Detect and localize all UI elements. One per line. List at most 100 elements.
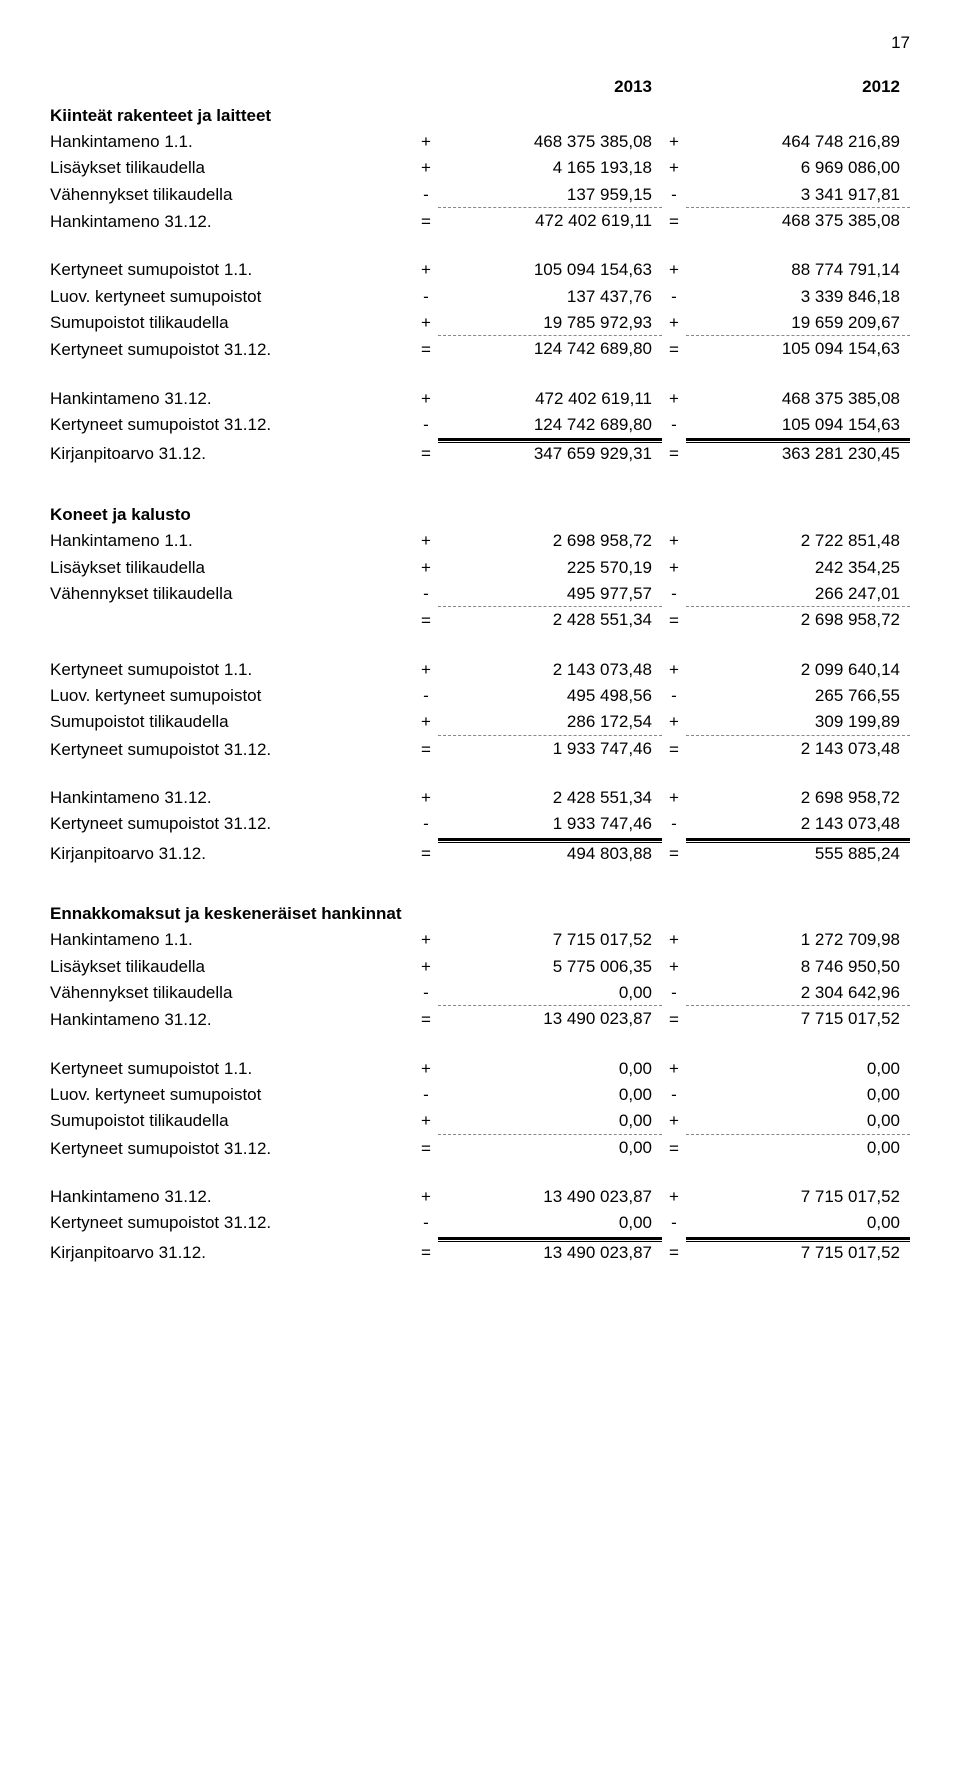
row-label: Luov. kertyneet sumupoistot <box>50 1082 414 1108</box>
row-value: 265 766,55 <box>686 683 910 709</box>
row-value: 124 742 689,80 <box>438 335 662 362</box>
row-value: 2 698 958,72 <box>686 785 910 811</box>
row-sign: + <box>414 785 438 811</box>
row-value: 124 742 689,80 <box>438 412 662 438</box>
row-sign: = <box>414 737 438 763</box>
row-sign: + <box>662 257 686 283</box>
row-sign: + <box>414 1184 438 1210</box>
row-value: 13 490 023,87 <box>438 1005 662 1032</box>
row-sign: - <box>414 581 438 607</box>
row-sign: - <box>662 683 686 709</box>
row-label: Kirjanpitoarvo 31.12. <box>50 1240 414 1266</box>
row-sign: + <box>414 709 438 735</box>
section-heading: Koneet ja kalusto <box>50 502 910 528</box>
row-sign: + <box>414 386 438 412</box>
table-row: Lisäykset tilikaudella+5 775 006,35+8 74… <box>50 954 910 980</box>
row-sign: = <box>414 841 438 867</box>
row-value: 3 341 917,81 <box>686 182 910 208</box>
year-2012: 2012 <box>686 74 910 100</box>
row-value: 5 775 006,35 <box>438 954 662 980</box>
table-row: Kirjanpitoarvo 31.12.=347 659 929,31=363… <box>50 438 910 467</box>
row-value: 105 094 154,63 <box>686 412 910 438</box>
row-sign: + <box>662 709 686 735</box>
section-heading: Ennakkomaksut ja keskeneräiset hankinnat <box>50 901 910 927</box>
row-value: 472 402 619,11 <box>438 207 662 234</box>
row-value: 7 715 017,52 <box>686 1184 910 1210</box>
row-sign: + <box>662 528 686 554</box>
row-sign: + <box>662 785 686 811</box>
row-value: 472 402 619,11 <box>438 386 662 412</box>
section-heading: Kiinteät rakenteet ja laitteet <box>50 103 910 129</box>
table-row: Luov. kertyneet sumupoistot-137 437,76-3… <box>50 284 910 310</box>
row-label: Lisäykset tilikaudella <box>50 954 414 980</box>
row-label: Hankintameno 1.1. <box>50 129 414 155</box>
table-row: Kertyneet sumupoistot 31.12.-1 933 747,4… <box>50 811 910 837</box>
table-row: =2 428 551,34=2 698 958,72 <box>50 607 910 634</box>
table-row: Sumupoistot tilikaudella+0,00+0,00 <box>50 1108 910 1134</box>
table-row: Lisäykset tilikaudella+4 165 193,18+6 96… <box>50 155 910 181</box>
row-label: Luov. kertyneet sumupoistot <box>50 683 414 709</box>
row-value: 2 143 073,48 <box>686 735 910 762</box>
row-value: 2 698 958,72 <box>686 606 910 633</box>
table-row: Kirjanpitoarvo 31.12.=494 803,88=555 885… <box>50 838 910 867</box>
row-value: 7 715 017,52 <box>686 1237 910 1266</box>
row-label: Vähennykset tilikaudella <box>50 980 414 1006</box>
row-label: Kirjanpitoarvo 31.12. <box>50 841 414 867</box>
row-sign: - <box>414 284 438 310</box>
row-label: Hankintameno 31.12. <box>50 209 414 235</box>
table-row: Sumupoistot tilikaudella+19 785 972,93+1… <box>50 310 910 336</box>
table-row: Hankintameno 31.12.=472 402 619,11=468 3… <box>50 208 910 235</box>
row-sign: = <box>662 737 686 763</box>
row-value: 468 375 385,08 <box>686 386 910 412</box>
table-row: Kertyneet sumupoistot 1.1.+0,00+0,00 <box>50 1056 910 1082</box>
row-sign: + <box>414 1056 438 1082</box>
page-number: 17 <box>50 30 910 56</box>
row-sign: - <box>414 182 438 208</box>
row-value: 2 722 851,48 <box>686 528 910 554</box>
table-row: Hankintameno 31.12.+13 490 023,87+7 715 … <box>50 1184 910 1210</box>
row-label: Sumupoistot tilikaudella <box>50 1108 414 1134</box>
row-sign: + <box>662 555 686 581</box>
row-label: Hankintameno 31.12. <box>50 785 414 811</box>
section: Ennakkomaksut ja keskeneräiset hankinnat… <box>50 901 910 1266</box>
row-sign: - <box>662 182 686 208</box>
row-value: 13 490 023,87 <box>438 1237 662 1266</box>
row-value: 0,00 <box>438 980 662 1006</box>
row-sign: + <box>414 129 438 155</box>
row-label: Hankintameno 31.12. <box>50 1184 414 1210</box>
row-sign: = <box>662 1007 686 1033</box>
table-row: Luov. kertyneet sumupoistot-0,00-0,00 <box>50 1082 910 1108</box>
row-label: Vähennykset tilikaudella <box>50 182 414 208</box>
table-row: Lisäykset tilikaudella+225 570,19+242 35… <box>50 555 910 581</box>
row-value: 4 165 193,18 <box>438 155 662 181</box>
row-value: 1 272 709,98 <box>686 927 910 953</box>
row-sign: - <box>662 581 686 607</box>
row-sign: = <box>414 1007 438 1033</box>
row-sign: - <box>662 811 686 837</box>
table-row: Kertyneet sumupoistot 31.12.-0,00-0,00 <box>50 1210 910 1236</box>
row-value: 105 094 154,63 <box>686 335 910 362</box>
table-row: Sumupoistot tilikaudella+286 172,54+309 … <box>50 709 910 735</box>
row-sign: + <box>414 1108 438 1134</box>
row-sign: + <box>414 657 438 683</box>
section: Koneet ja kalustoHankintameno 1.1.+2 698… <box>50 502 910 867</box>
row-value: 0,00 <box>686 1082 910 1108</box>
row-value: 225 570,19 <box>438 555 662 581</box>
table-row: Vähennykset tilikaudella-495 977,57-266 … <box>50 581 910 607</box>
row-value: 0,00 <box>686 1210 910 1236</box>
row-value: 468 375 385,08 <box>686 207 910 234</box>
row-value: 266 247,01 <box>686 581 910 607</box>
row-label: Vähennykset tilikaudella <box>50 581 414 607</box>
row-value: 8 746 950,50 <box>686 954 910 980</box>
row-sign: - <box>662 1210 686 1236</box>
row-value: 555 885,24 <box>686 838 910 867</box>
table-row: Kirjanpitoarvo 31.12.=13 490 023,87=7 71… <box>50 1237 910 1266</box>
row-sign: + <box>662 927 686 953</box>
table-row: Kertyneet sumupoistot 31.12.=1 933 747,4… <box>50 736 910 763</box>
row-sign: - <box>414 1082 438 1108</box>
row-sign: - <box>414 811 438 837</box>
row-sign: + <box>662 1056 686 1082</box>
row-value: 1 933 747,46 <box>438 811 662 837</box>
table-row: Hankintameno 31.12.+2 428 551,34+2 698 9… <box>50 785 910 811</box>
row-label: Kertyneet sumupoistot 31.12. <box>50 337 414 363</box>
